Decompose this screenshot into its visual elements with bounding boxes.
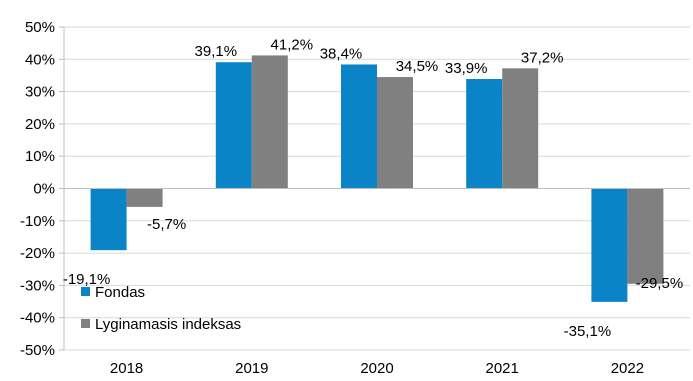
axes: 50% 40% 30% 20% 10% 0% -10% -20% -30% -40% -50% 201… xyxy=(20,19,690,377)
data-label: -35,1% xyxy=(564,323,612,340)
legend-label: Fondas xyxy=(95,284,145,301)
bar-fondas-2021 xyxy=(466,79,503,189)
legend-label: Lyginamasis indeksas xyxy=(95,316,241,333)
data-label: 38,4% xyxy=(320,45,363,62)
bar-index-2021 xyxy=(502,68,539,189)
data-label: -19,1% xyxy=(63,271,111,288)
bar-index-2018 xyxy=(126,188,163,207)
y-tick-label: 50% xyxy=(25,19,55,36)
data-label: 34,5% xyxy=(396,58,439,75)
y-tick-label: -10% xyxy=(20,213,55,230)
y-tick-label: -50% xyxy=(20,342,55,359)
bar-index-2019 xyxy=(251,55,288,189)
y-tick-label: 20% xyxy=(25,116,55,133)
legend-swatch xyxy=(81,287,90,296)
data-label: 37,2% xyxy=(521,49,564,66)
x-tick-label: 2022 xyxy=(611,360,644,376)
bar-fondas-2018 xyxy=(90,188,127,251)
y-tick-label: -40% xyxy=(20,310,55,327)
legend: Fondas Lyginamasis indeksas xyxy=(81,284,241,333)
data-label: 41,2% xyxy=(271,36,314,53)
y-tick-label: -20% xyxy=(20,245,55,262)
bar-index-2022 xyxy=(627,188,664,284)
data-labels: -19,1% 39,1% 38,4% 33,9% -35,1% -5,7% 41,2% 34,… xyxy=(63,36,683,339)
bar-index-2020 xyxy=(377,77,413,189)
bars xyxy=(90,55,664,302)
y-tick-label: 0% xyxy=(33,181,55,198)
x-tick-label: 2018 xyxy=(110,360,143,376)
bar-fondas-2020 xyxy=(341,64,377,189)
data-label: 33,9% xyxy=(445,60,488,77)
y-tick-label: 30% xyxy=(25,84,55,101)
y-tick-label: 10% xyxy=(25,148,55,165)
bar-fondas-2022 xyxy=(591,188,628,302)
y-tick-label: -30% xyxy=(20,277,55,294)
x-tick-label: 2021 xyxy=(486,360,519,376)
x-tick-label: 2019 xyxy=(235,360,268,376)
data-label: -5,7% xyxy=(147,216,186,233)
data-label: 39,1% xyxy=(195,43,238,60)
bar-fondas-2019 xyxy=(215,62,252,189)
legend-swatch xyxy=(81,319,90,328)
y-tick-label: 40% xyxy=(25,51,55,68)
x-tick-label: 2020 xyxy=(360,360,393,376)
data-label: -29,5% xyxy=(636,275,684,292)
